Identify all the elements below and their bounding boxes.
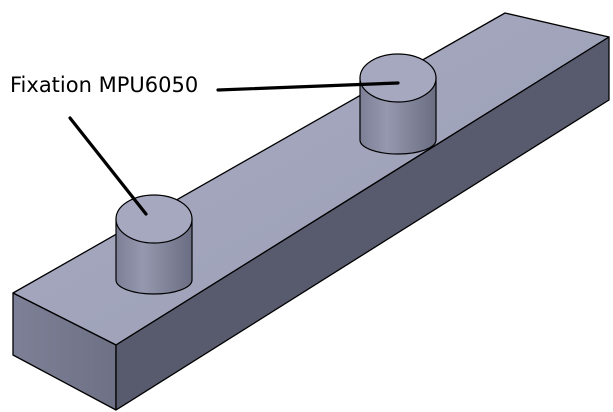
cylinder-left-top xyxy=(115,194,193,244)
block-top-face xyxy=(12,12,610,346)
annotation-label: Fixation MPU6050 xyxy=(10,73,199,97)
block-right-face xyxy=(115,36,610,411)
cylinder-left xyxy=(115,194,193,295)
cylinder-right xyxy=(359,53,437,155)
leader-line-left xyxy=(68,116,148,216)
cylinder-right-top xyxy=(359,53,437,103)
leader-line-right xyxy=(216,81,400,92)
